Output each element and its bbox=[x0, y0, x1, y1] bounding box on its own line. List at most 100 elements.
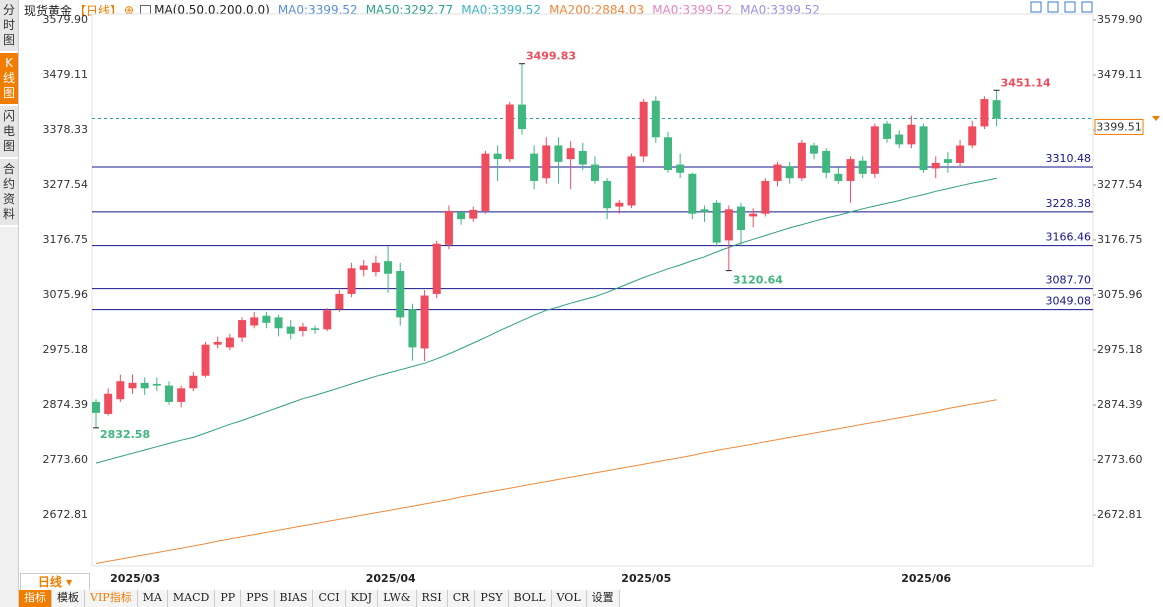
candle-body bbox=[834, 173, 843, 181]
candle-body bbox=[530, 153, 539, 181]
level-label: 3087.70 bbox=[1046, 274, 1092, 287]
indicator-tab[interactable]: CR bbox=[447, 590, 476, 607]
y-tick-label-left: 3479.11 bbox=[43, 68, 89, 81]
candle-body bbox=[615, 202, 624, 207]
candle-body bbox=[651, 100, 660, 138]
candle-body bbox=[676, 164, 685, 173]
candle-body bbox=[931, 162, 940, 169]
indicator-tab[interactable]: MA bbox=[137, 590, 168, 607]
indicator-tab[interactable]: BIAS bbox=[274, 590, 314, 607]
last-price-label: 3399.51 bbox=[1096, 120, 1142, 133]
indicator-tab[interactable]: PSY bbox=[475, 590, 509, 607]
indicator-tab[interactable]: VOL bbox=[551, 590, 587, 607]
candle-body bbox=[238, 320, 247, 338]
x-tick-label: 2025/06 bbox=[901, 572, 951, 585]
candle-body bbox=[627, 156, 636, 206]
period-select[interactable]: 日线 ▾ bbox=[20, 573, 90, 591]
candle-body bbox=[128, 382, 137, 389]
y-tick-label-left: 2773.60 bbox=[43, 453, 89, 466]
candle-body bbox=[578, 150, 587, 165]
extreme-label: 3451.14 bbox=[1001, 76, 1051, 89]
indicator-tab[interactable]: CCI bbox=[313, 590, 346, 607]
candle-body bbox=[542, 145, 551, 179]
level-label: 3310.48 bbox=[1046, 152, 1092, 165]
candle-body bbox=[298, 326, 307, 332]
indicator-tab[interactable]: RSI bbox=[416, 590, 448, 607]
y-tick-label-left: 3378.33 bbox=[43, 123, 89, 136]
toolbar-icons[interactable] bbox=[1030, 1, 1093, 13]
sidebar-tab[interactable]: 合约资料 bbox=[0, 159, 18, 227]
candle-body bbox=[712, 202, 721, 243]
candle-body bbox=[956, 145, 965, 163]
y-tick-label-right: 3277.54 bbox=[1097, 178, 1143, 191]
level-label: 3049.08 bbox=[1046, 295, 1092, 308]
indicator-tab[interactable]: PPS bbox=[241, 590, 275, 607]
y-tick-label-right: 2672.81 bbox=[1097, 508, 1143, 521]
candle-body bbox=[980, 99, 989, 127]
sidebar-tab[interactable]: 闪电图 bbox=[0, 106, 18, 159]
candle-body bbox=[469, 209, 478, 219]
y-tick-label-left: 3075.96 bbox=[43, 288, 89, 301]
indicator-tab[interactable]: 设置 bbox=[586, 590, 620, 607]
indicator-tab[interactable]: 模板 bbox=[52, 590, 85, 607]
candle-body bbox=[152, 383, 161, 386]
candle-body bbox=[116, 381, 125, 400]
y-tick-label-right: 3479.11 bbox=[1097, 68, 1143, 81]
indicator-tab[interactable]: LW& bbox=[378, 590, 417, 607]
y-tick-label-left: 2874.39 bbox=[43, 398, 89, 411]
candle-body bbox=[737, 206, 746, 231]
indicator-tab[interactable]: PP bbox=[215, 590, 242, 607]
candle-body bbox=[213, 341, 222, 345]
candle-body bbox=[919, 126, 928, 171]
candle-body bbox=[943, 159, 952, 163]
candle-body bbox=[444, 210, 453, 245]
extreme-label: 3499.83 bbox=[526, 50, 576, 63]
candle-body bbox=[359, 265, 368, 270]
y-tick-label-right: 2773.60 bbox=[1097, 453, 1143, 466]
x-tick-label: 2025/04 bbox=[366, 572, 416, 585]
candle-body bbox=[797, 142, 806, 179]
candle-body bbox=[335, 293, 344, 310]
candle-body bbox=[481, 153, 490, 211]
candle-body bbox=[311, 328, 320, 330]
candle-body bbox=[700, 209, 709, 213]
candle-body bbox=[822, 150, 831, 173]
candle-body bbox=[639, 101, 648, 157]
candle-body bbox=[457, 212, 466, 220]
indicator-tab[interactable]: 指标 bbox=[19, 590, 52, 607]
y-tick-label-left: 3579.90 bbox=[43, 13, 89, 26]
candle-body bbox=[420, 295, 429, 349]
indicator-tab[interactable]: KDJ bbox=[345, 590, 379, 607]
candle-body bbox=[688, 173, 697, 214]
candle-body bbox=[883, 123, 892, 139]
y-tick-label-left: 3176.75 bbox=[43, 233, 89, 246]
candle-body bbox=[201, 344, 210, 376]
sidebar-tab[interactable]: K线图 bbox=[0, 53, 18, 106]
chart: 3579.903579.903479.113479.113378.333378.… bbox=[43, 1, 1160, 585]
add-icon[interactable]: ⊕ bbox=[124, 3, 135, 17]
y-tick-label-right: 3176.75 bbox=[1097, 233, 1143, 246]
indicator-tab[interactable]: BOLL bbox=[508, 590, 552, 607]
x-tick-label: 2025/03 bbox=[110, 572, 160, 585]
candle-body bbox=[858, 160, 867, 174]
candle-body bbox=[323, 310, 332, 330]
indicator-tab[interactable]: VIP指标 bbox=[85, 590, 138, 607]
candle-body bbox=[761, 180, 770, 214]
plot-area bbox=[91, 13, 1094, 567]
candle-body bbox=[785, 166, 794, 179]
candle-body bbox=[749, 213, 758, 217]
candle-body bbox=[384, 261, 393, 274]
sidebar-tab[interactable]: 分时图 bbox=[0, 0, 18, 53]
candle-body bbox=[493, 153, 502, 160]
candle-body bbox=[140, 382, 149, 389]
extreme-label: 3120.64 bbox=[733, 274, 783, 287]
candle-body bbox=[104, 393, 113, 414]
indicator-tab[interactable]: MACD bbox=[167, 590, 216, 607]
period-text: 日线 bbox=[37, 575, 62, 589]
level-label: 3166.46 bbox=[1046, 231, 1092, 244]
candle-body bbox=[371, 262, 380, 273]
last-price-box bbox=[1094, 118, 1144, 135]
candle-body bbox=[432, 243, 441, 294]
candle-body bbox=[895, 134, 904, 145]
candle-body bbox=[590, 164, 599, 181]
